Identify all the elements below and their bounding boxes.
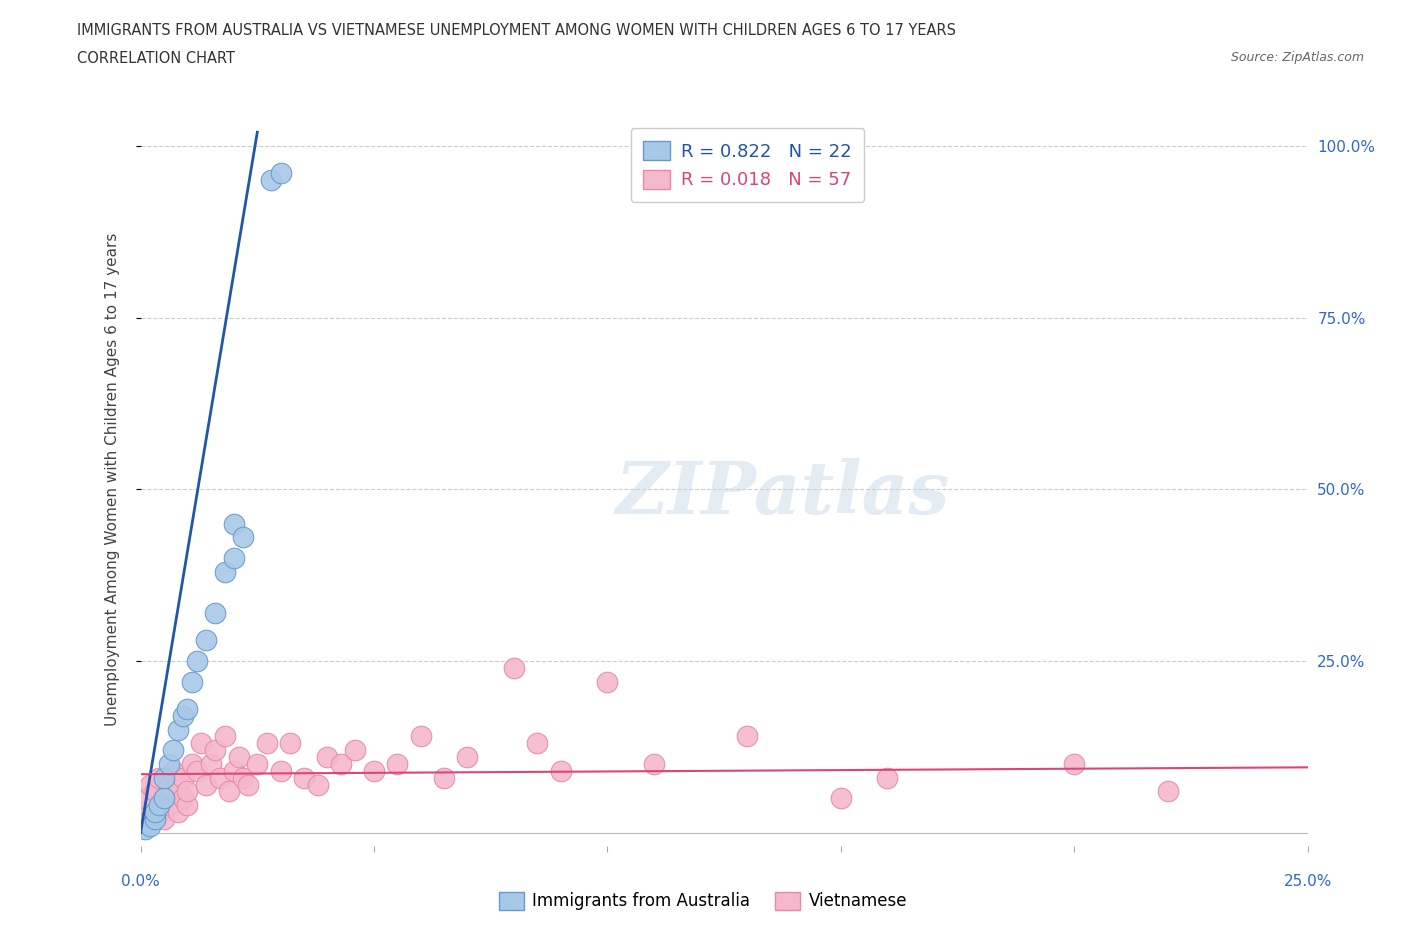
Point <box>232 770 254 785</box>
Point <box>143 804 166 819</box>
Point <box>148 798 170 813</box>
Point <box>246 756 269 771</box>
Point <box>214 565 236 579</box>
Point <box>143 784 166 799</box>
Point <box>186 764 208 778</box>
Point <box>330 756 353 771</box>
Point <box>218 784 240 799</box>
Point <box>153 790 176 805</box>
Point <box>200 756 222 771</box>
Point <box>596 674 619 689</box>
Point <box>307 777 329 792</box>
Text: ZIPatlas: ZIPatlas <box>616 458 949 529</box>
Point <box>232 530 254 545</box>
Point <box>162 764 184 778</box>
Point <box>167 722 190 737</box>
Text: CORRELATION CHART: CORRELATION CHART <box>77 51 235 66</box>
Point <box>643 756 665 771</box>
Point <box>186 654 208 669</box>
Point <box>228 750 250 764</box>
Point <box>503 660 526 675</box>
Point <box>167 804 190 819</box>
Point <box>409 729 432 744</box>
Point <box>344 743 367 758</box>
Point <box>148 804 170 819</box>
Point <box>190 736 212 751</box>
Text: 0.0%: 0.0% <box>121 874 160 889</box>
Point <box>157 777 180 792</box>
Point <box>876 770 898 785</box>
Point <box>316 750 339 764</box>
Point <box>270 764 292 778</box>
Point <box>176 798 198 813</box>
Point <box>292 770 315 785</box>
Point <box>153 811 176 826</box>
Point <box>278 736 301 751</box>
Point <box>222 764 245 778</box>
Point <box>208 770 231 785</box>
Point <box>830 790 852 805</box>
Point <box>204 605 226 620</box>
Point <box>134 804 156 819</box>
Point <box>1156 784 1178 799</box>
Y-axis label: Unemployment Among Women with Children Ages 6 to 17 years: Unemployment Among Women with Children A… <box>105 232 120 725</box>
Point <box>550 764 572 778</box>
Point <box>153 790 176 805</box>
Point <box>256 736 278 751</box>
Point <box>433 770 456 785</box>
Point <box>1063 756 1085 771</box>
Text: Source: ZipAtlas.com: Source: ZipAtlas.com <box>1230 51 1364 64</box>
Text: IMMIGRANTS FROM AUSTRALIA VS VIETNAMESE UNEMPLOYMENT AMONG WOMEN WITH CHILDREN A: IMMIGRANTS FROM AUSTRALIA VS VIETNAMESE … <box>77 23 956 38</box>
Point <box>162 743 184 758</box>
Legend: R = 0.822   N = 22, R = 0.018   N = 57: R = 0.822 N = 22, R = 0.018 N = 57 <box>630 128 865 202</box>
Point <box>181 674 204 689</box>
Point <box>194 633 217 648</box>
Point <box>139 811 162 826</box>
Point <box>222 551 245 565</box>
Point <box>143 811 166 826</box>
Point <box>143 798 166 813</box>
Point <box>176 701 198 716</box>
Point <box>387 756 409 771</box>
Point <box>194 777 217 792</box>
Point <box>176 784 198 799</box>
Point <box>157 798 180 813</box>
Legend: Immigrants from Australia, Vietnamese: Immigrants from Australia, Vietnamese <box>492 885 914 917</box>
Point <box>134 790 156 805</box>
Point <box>526 736 548 751</box>
Point <box>270 166 292 180</box>
Point <box>162 784 184 799</box>
Point <box>181 756 204 771</box>
Point <box>134 822 156 837</box>
Point <box>260 173 283 188</box>
Point <box>172 709 194 724</box>
Point <box>737 729 759 744</box>
Point <box>236 777 259 792</box>
Text: 25.0%: 25.0% <box>1284 874 1331 889</box>
Point <box>172 770 194 785</box>
Point <box>222 516 245 531</box>
Point <box>456 750 478 764</box>
Point <box>148 770 170 785</box>
Point <box>172 790 194 805</box>
Point <box>157 756 180 771</box>
Point <box>363 764 385 778</box>
Point <box>139 777 162 792</box>
Point <box>214 729 236 744</box>
Point <box>153 770 176 785</box>
Point <box>139 818 162 833</box>
Point <box>204 743 226 758</box>
Point <box>167 777 190 792</box>
